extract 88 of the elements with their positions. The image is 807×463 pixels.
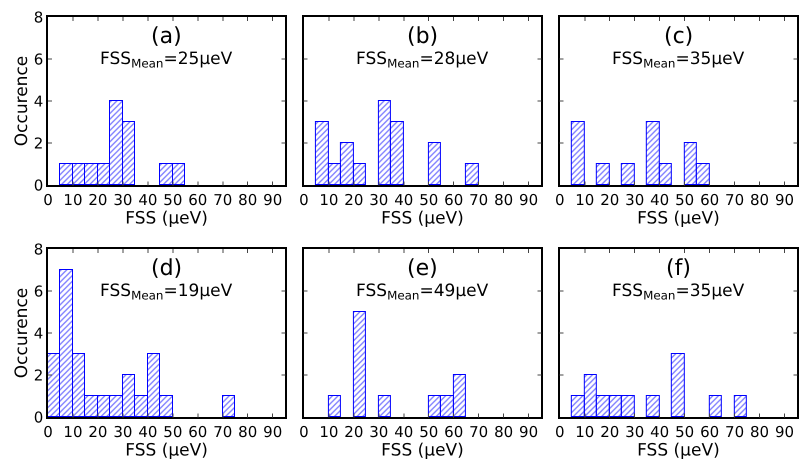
y-tick-label: 8 bbox=[34, 240, 44, 258]
x-axis-title: FSS (μeV) bbox=[125, 440, 208, 461]
x-axis-title: FSS (μeV) bbox=[381, 208, 464, 229]
x-tick-label: 80 bbox=[494, 422, 514, 441]
x-tick-label: 0 bbox=[299, 190, 309, 209]
y-tick-label: 0 bbox=[34, 408, 44, 426]
y-tick-label: 4 bbox=[34, 92, 44, 110]
x-tick-label: 60 bbox=[188, 190, 208, 209]
x-tick-label: 40 bbox=[394, 422, 414, 441]
y-axis-title: Occurence bbox=[12, 288, 32, 378]
x-tick-label: 70 bbox=[469, 190, 488, 209]
x-tick-label: 90 bbox=[519, 190, 538, 209]
x-tick-label: 80 bbox=[494, 190, 514, 209]
x-tick-label: 0 bbox=[299, 422, 309, 441]
x-tick-label: 70 bbox=[213, 190, 232, 209]
x-tick-label: 50 bbox=[675, 422, 694, 441]
x-tick-label: 80 bbox=[238, 422, 258, 441]
x-tick-label: 60 bbox=[444, 422, 464, 441]
x-tick-label: 30 bbox=[113, 422, 132, 441]
x-tick-label: 50 bbox=[419, 422, 438, 441]
x-tick-label: 20 bbox=[88, 190, 108, 209]
annotation: (b) bbox=[407, 24, 438, 49]
x-tick-label: 40 bbox=[394, 190, 414, 209]
annotation: (d) bbox=[151, 256, 182, 281]
x-tick-label: 0 bbox=[555, 190, 565, 209]
annotation: FSS$_{Mean}$=28μeV bbox=[356, 49, 489, 71]
x-tick-label: 10 bbox=[319, 190, 338, 209]
y-tick-label: 8 bbox=[34, 8, 44, 26]
x-tick-label: 30 bbox=[625, 422, 644, 441]
y-tick-label: 2 bbox=[34, 134, 44, 152]
x-tick-label: 10 bbox=[63, 422, 83, 441]
x-tick-label: 40 bbox=[138, 422, 158, 441]
x-tick-label: 10 bbox=[575, 422, 594, 441]
x-tick-label: 10 bbox=[319, 422, 338, 441]
x-tick-label: 70 bbox=[725, 422, 744, 441]
x-axis-title: FSS (μeV) bbox=[637, 440, 720, 461]
x-tick-label: 70 bbox=[725, 190, 744, 209]
x-tick-label: 70 bbox=[469, 422, 488, 441]
x-tick-label: 20 bbox=[344, 422, 364, 441]
y-tick-label: 2 bbox=[34, 366, 44, 384]
x-tick-label: 90 bbox=[774, 190, 794, 209]
x-tick-label: 60 bbox=[700, 422, 720, 441]
x-tick-label: 50 bbox=[419, 190, 438, 209]
x-tick-label: 50 bbox=[675, 190, 694, 209]
x-tick-label: 20 bbox=[344, 190, 364, 209]
y-tick-label: 0 bbox=[34, 176, 44, 194]
x-tick-label: 90 bbox=[263, 422, 282, 441]
x-tick-label: 0 bbox=[555, 422, 565, 441]
annotation: (e) bbox=[407, 256, 438, 281]
x-axis-title: FSS (μeV) bbox=[381, 440, 464, 461]
annotation: FSS$_{Mean}$=19μeV bbox=[100, 281, 233, 303]
x-tick-label: 10 bbox=[63, 190, 83, 209]
x-tick-label: 30 bbox=[625, 190, 644, 209]
x-tick-label: 70 bbox=[213, 422, 232, 441]
annotation: FSS$_{Mean}$=35μeV bbox=[612, 281, 745, 303]
annotation: FSS$_{Mean}$=49μeV bbox=[356, 281, 489, 303]
x-tick-label: 90 bbox=[774, 422, 794, 441]
x-tick-label: 30 bbox=[113, 190, 132, 209]
y-axis-title: Occurence bbox=[12, 56, 32, 146]
x-tick-label: 80 bbox=[238, 190, 258, 209]
annotation: FSS$_{Mean}$=35μeV bbox=[612, 49, 745, 71]
x-tick-label: 20 bbox=[600, 190, 620, 209]
x-tick-label: 20 bbox=[600, 422, 620, 441]
x-tick-label: 30 bbox=[369, 422, 388, 441]
x-tick-label: 60 bbox=[188, 422, 208, 441]
x-tick-label: 80 bbox=[750, 190, 770, 209]
x-tick-label: 50 bbox=[163, 190, 182, 209]
x-tick-label: 60 bbox=[444, 190, 464, 209]
x-axis-title: FSS (μeV) bbox=[125, 208, 208, 229]
x-tick-label: 10 bbox=[575, 190, 594, 209]
y-tick-label: 6 bbox=[34, 50, 44, 68]
x-tick-label: 40 bbox=[138, 190, 158, 209]
annotation: (f) bbox=[666, 256, 691, 281]
x-tick-label: 40 bbox=[650, 190, 670, 209]
y-tick-label: 4 bbox=[34, 324, 44, 342]
x-tick-label: 40 bbox=[650, 422, 670, 441]
x-tick-label: 90 bbox=[519, 422, 538, 441]
x-tick-label: 50 bbox=[163, 422, 182, 441]
annotation: (c) bbox=[664, 24, 694, 49]
x-axis-title: FSS (μeV) bbox=[637, 208, 720, 229]
annotation: (a) bbox=[151, 24, 182, 49]
x-tick-label: 20 bbox=[88, 422, 108, 441]
x-tick-label: 80 bbox=[750, 422, 770, 441]
x-tick-label: 90 bbox=[263, 190, 282, 209]
x-tick-label: 60 bbox=[700, 190, 720, 209]
y-tick-label: 6 bbox=[34, 282, 44, 300]
x-tick-label: 30 bbox=[369, 190, 388, 209]
annotation: FSS$_{Mean}$=25μeV bbox=[100, 49, 233, 71]
